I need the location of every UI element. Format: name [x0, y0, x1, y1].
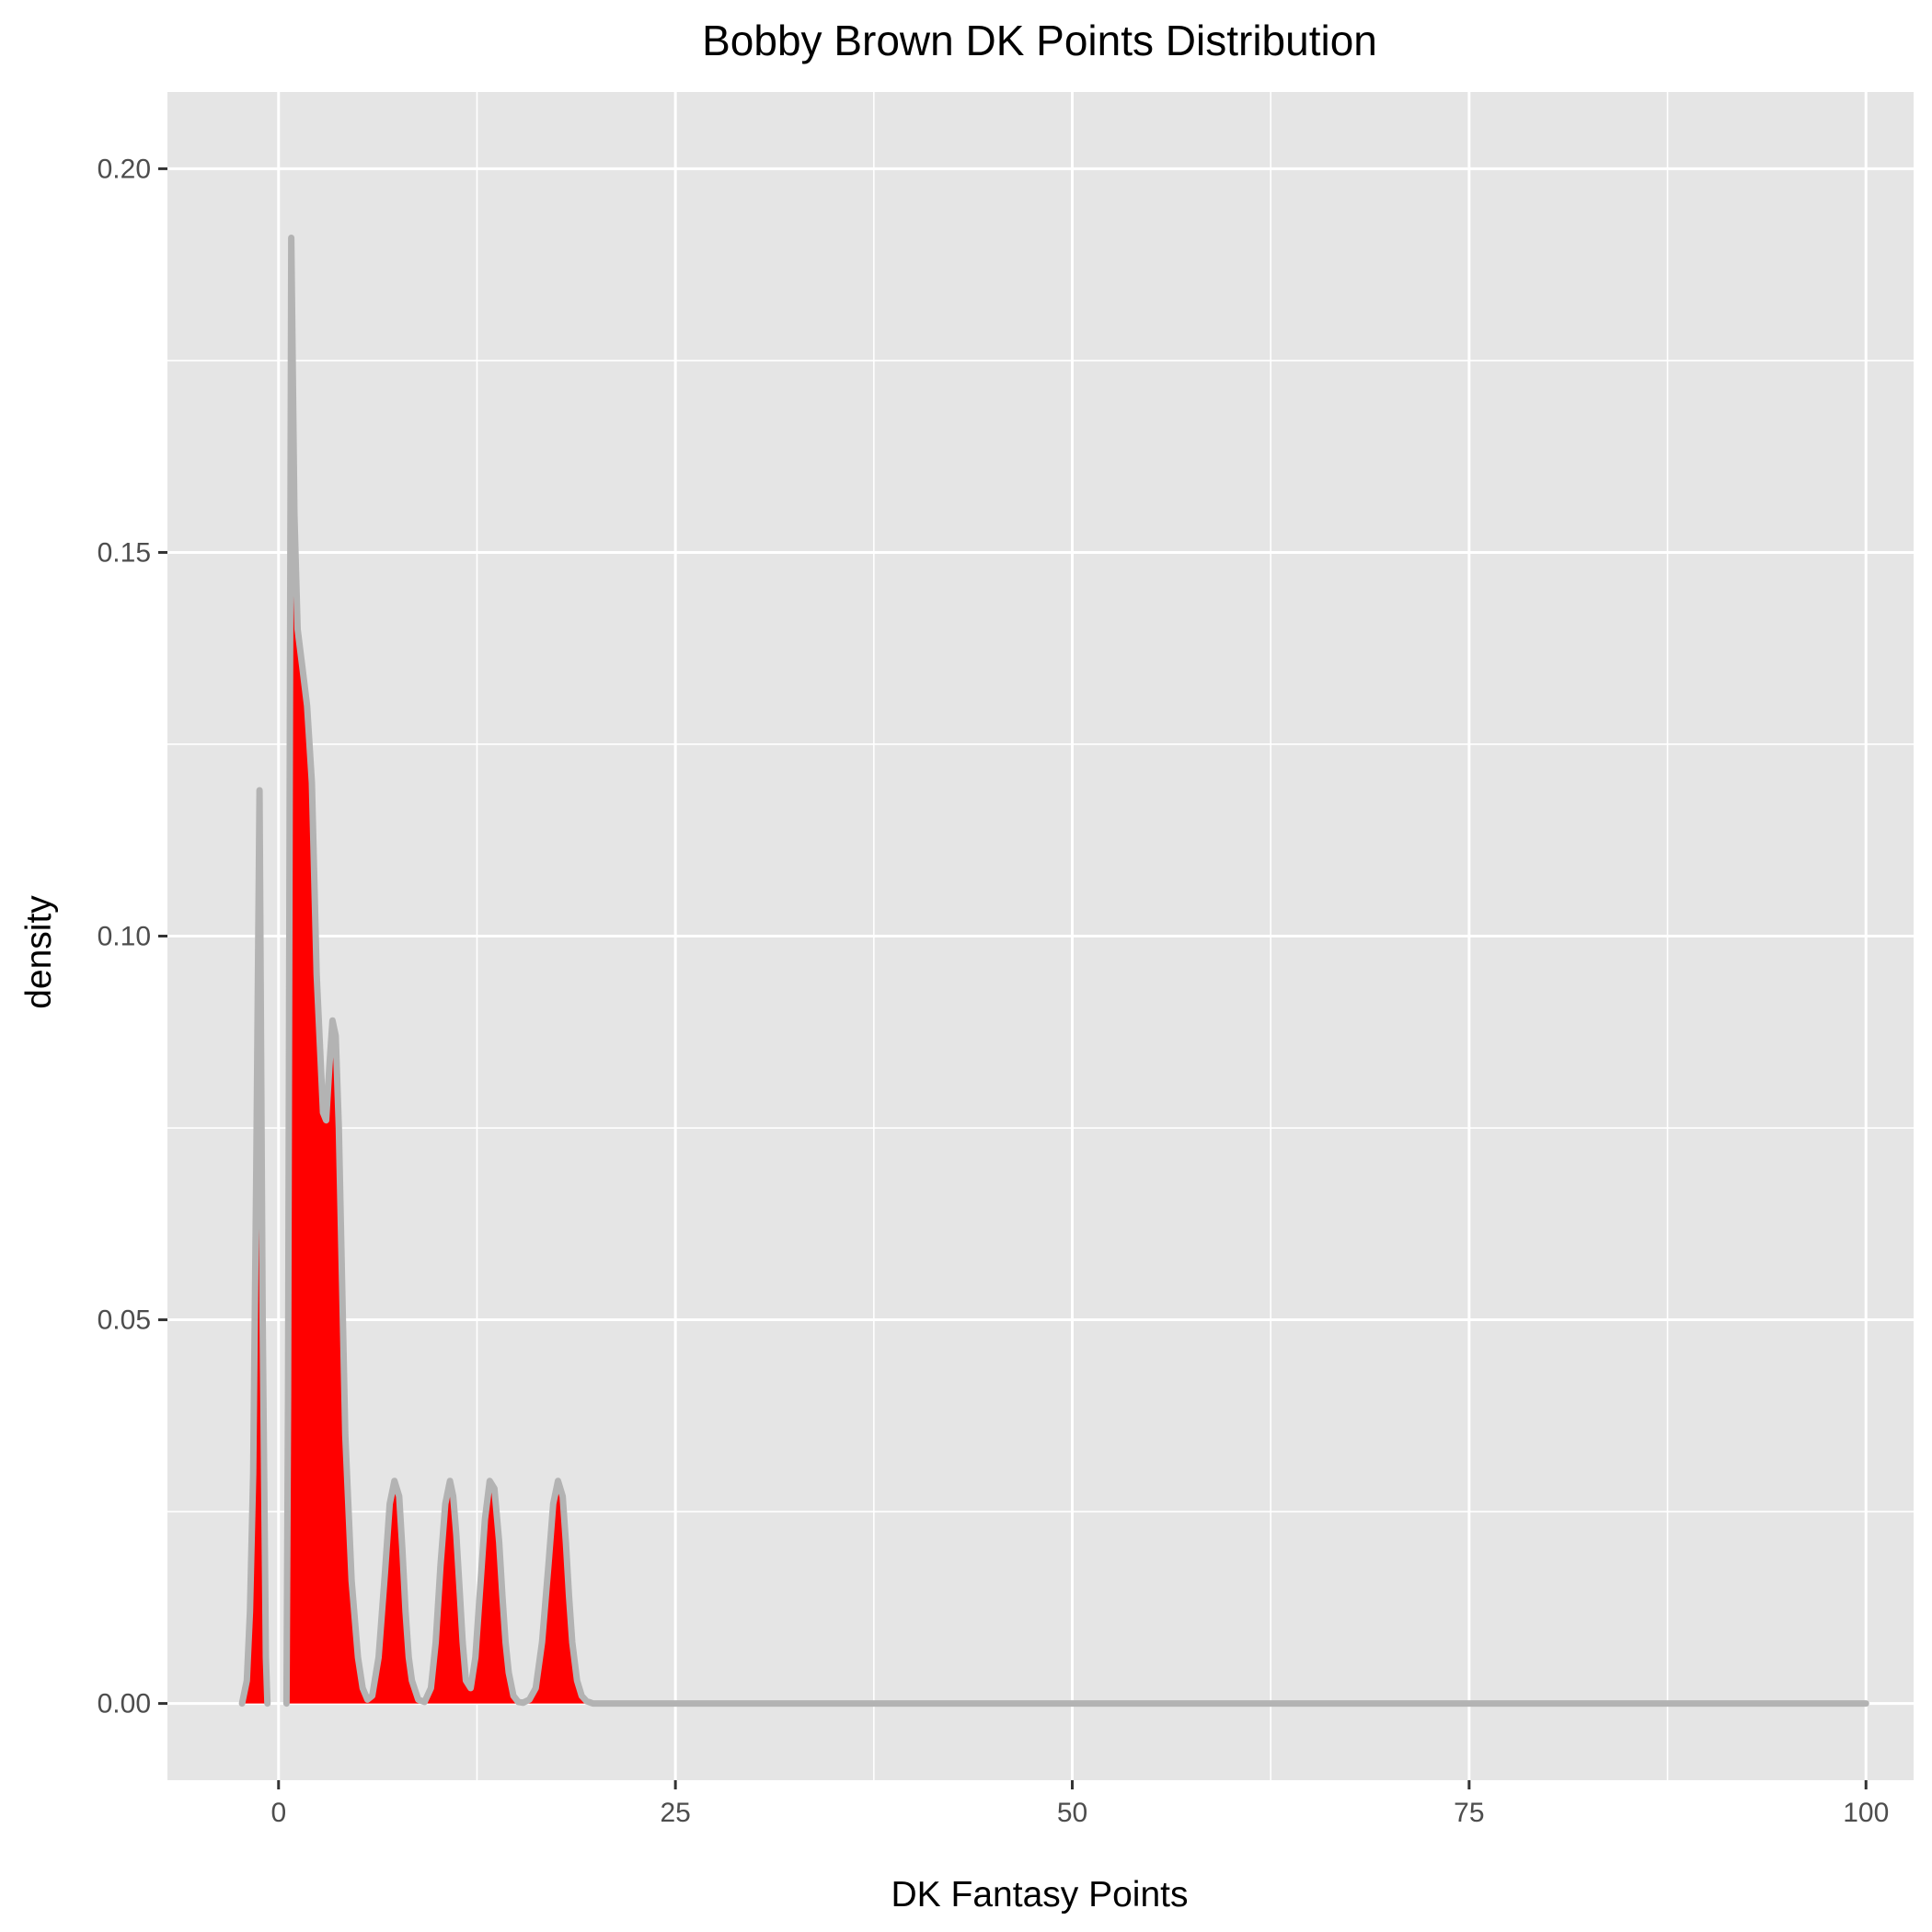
y-tick-label: 0.15: [98, 537, 151, 568]
density-outline-2: [282, 235, 1869, 1708]
x-axis-title: DK Fantasy Points: [891, 1875, 1189, 1915]
x-tick-label: 0: [270, 1798, 286, 1828]
density-outline-1: [238, 787, 271, 1708]
y-tick-label: 0.20: [98, 154, 151, 184]
y-tick-label: 0.05: [98, 1305, 151, 1336]
chart-title: Bobby Brown DK Points Distribution: [702, 17, 1377, 64]
x-tick-label: 75: [1454, 1798, 1484, 1828]
y-axis-title: density: [19, 895, 59, 1009]
x-tick-label: 50: [1057, 1798, 1087, 1828]
y-tick-label: 0.00: [98, 1689, 151, 1719]
density-data: [238, 235, 1869, 1708]
x-tick-label: 25: [660, 1798, 690, 1828]
x-axis: 0 25 50 75 100: [270, 1780, 1889, 1828]
y-axis: 0.00 0.05 0.10 0.15 0.20: [98, 154, 167, 1719]
grid-major: [167, 92, 1914, 1780]
y-tick-label: 0.10: [98, 922, 151, 952]
x-tick-label: 100: [1843, 1798, 1889, 1828]
density-fill-2: [286, 237, 1867, 1704]
